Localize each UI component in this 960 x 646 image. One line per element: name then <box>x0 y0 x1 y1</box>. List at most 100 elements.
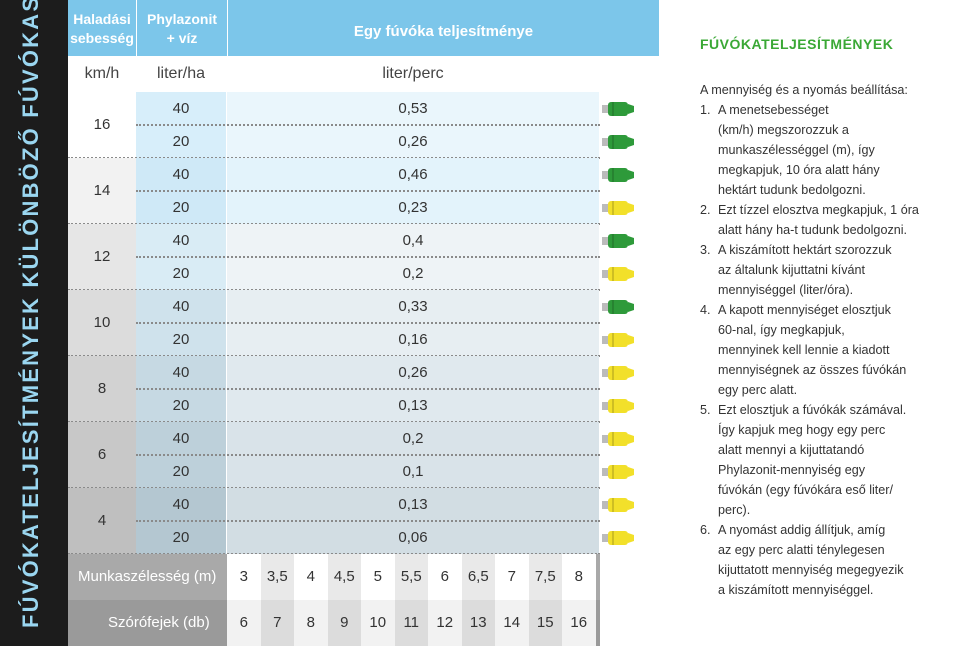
speed-value: 14 <box>93 182 111 199</box>
green-nozzle-icon <box>602 298 634 316</box>
flow-value: 0,53 <box>398 100 428 117</box>
flow-value: 0,13 <box>398 496 428 513</box>
volume-value: 40 <box>172 496 190 513</box>
nozzles-value: 14 <box>495 600 529 646</box>
nozzles-value: 8 <box>294 600 328 646</box>
flow-value: 0,26 <box>398 364 428 381</box>
width-value: 5,5 <box>394 554 428 600</box>
width-value: 7 <box>495 554 529 600</box>
speed-band <box>68 356 136 422</box>
nozzles-value: 9 <box>327 600 361 646</box>
speed-band <box>68 422 136 488</box>
instruction-step: 4. A kapott mennyiséget elosztjuk 60-nal, … <box>700 303 907 397</box>
volume-value: 20 <box>172 331 190 348</box>
green-nozzle-icon <box>602 166 634 184</box>
units-row: km/h liter/ha liter/perc <box>68 56 600 92</box>
instruction-step: 3. A kiszámított hektárt szorozzuk az álta… <box>700 243 892 297</box>
nozzles-value: 10 <box>361 600 395 646</box>
row-divider <box>136 388 600 390</box>
row-divider <box>136 454 600 456</box>
flow-value: 0,26 <box>398 133 428 150</box>
side-title: FÚVÓKATELJESÍTMÉNYEK KÜLÖNBÖZŐ FÚVÓKASZÁ… <box>18 0 43 628</box>
width-value: 5 <box>361 554 395 600</box>
flow-value: 0,2 <box>402 265 424 282</box>
yellow-nozzle-icon <box>602 496 634 514</box>
header-speed: Haladási sebesség <box>68 0 136 56</box>
speed-value: 16 <box>93 116 111 133</box>
unit-flow: liter/perc <box>382 65 444 82</box>
width-value: 6,5 <box>461 554 495 600</box>
width-value: 6 <box>428 554 462 600</box>
instruction-step: 6. A nyomást addig állítjuk, amíg az egy p… <box>700 523 904 597</box>
flow-value: 0,06 <box>398 529 428 546</box>
row-divider <box>136 322 600 324</box>
instruction-step: 1. A menetsebességet (km/h) megszorozzuk a… <box>700 103 880 197</box>
width-value: 7,5 <box>528 554 562 600</box>
speed-value: 4 <box>97 512 107 529</box>
flow-value: 0,46 <box>398 166 428 183</box>
flow-value: 0,4 <box>402 232 424 249</box>
width-value: 4 <box>294 554 328 600</box>
flow-value: 0,13 <box>398 397 428 414</box>
row-divider <box>136 124 600 126</box>
unit-volume: liter/ha <box>156 65 206 82</box>
header-flow: Egy fúvóka teljesítménye <box>227 0 659 56</box>
volume-value: 20 <box>172 133 190 150</box>
flow-value: 0,1 <box>402 463 424 480</box>
instruction-step: 2. Ezt tízzel elosztva megkapjuk, 1 óra al… <box>700 203 919 237</box>
volume-value: 40 <box>172 298 190 315</box>
instruction-step: 5. Ezt elosztjuk a fúvókák számával. Így k… <box>700 403 907 517</box>
flow-value: 0,2 <box>402 430 424 447</box>
speed-value: 10 <box>93 314 111 331</box>
row-divider <box>136 520 600 522</box>
row-divider <box>136 256 600 258</box>
width-value: 4,5 <box>327 554 361 600</box>
volume-value: 40 <box>172 166 190 183</box>
instructions-intro: A mennyiség és a nyomás beállítása: <box>700 83 908 97</box>
width-value: 8 <box>562 554 596 600</box>
volume-value: 40 <box>172 100 190 117</box>
yellow-nozzle-icon <box>602 331 634 349</box>
volume-value: 40 <box>172 430 190 447</box>
nozzles-value: 15 <box>528 600 562 646</box>
header-volume: Phylazonit + víz <box>136 0 227 56</box>
yellow-nozzle-icon <box>602 463 634 481</box>
width-value: 3 <box>227 554 261 600</box>
speed-band <box>68 488 136 554</box>
speed-band <box>68 158 136 224</box>
speed-band <box>68 92 136 158</box>
volume-value: 20 <box>172 397 190 414</box>
nozzles-value: 6 <box>227 600 261 646</box>
width-label: Munkaszélesség (m) <box>78 568 217 585</box>
speed-value: 8 <box>97 380 107 397</box>
instructions-panel: FÚVÓKATELJESÍTMÉNYEK A mennyiség és a ny… <box>700 36 920 600</box>
volume-value: 20 <box>172 529 190 546</box>
green-nozzle-icon <box>602 232 634 250</box>
nozzles-value: 7 <box>260 600 294 646</box>
volume-value: 40 <box>172 364 190 381</box>
flow-value: 0,33 <box>398 298 428 315</box>
instructions-title: FÚVÓKATELJESÍTMÉNYEK <box>700 36 894 52</box>
side-bar: FÚVÓKATELJESÍTMÉNYEK KÜLÖNBÖZŐ FÚVÓKASZÁ… <box>0 0 68 646</box>
volume-value: 20 <box>172 199 190 216</box>
flow-value: 0,23 <box>398 199 428 216</box>
volume-value: 20 <box>172 463 190 480</box>
speed-value: 12 <box>93 248 111 265</box>
nozzles-value: 16 <box>562 600 596 646</box>
green-nozzle-icon <box>602 133 634 151</box>
instructions-steps: 1. A menetsebességet (km/h) megszorozzuk a… <box>700 100 920 600</box>
width-value: 3,5 <box>260 554 294 600</box>
speed-band <box>68 290 136 356</box>
speed-band <box>68 224 136 290</box>
volume-value: 40 <box>172 232 190 249</box>
nozzles-value: 11 <box>394 600 428 646</box>
nozzle-table: Haladási sebesség Phylazonit + víz Egy f… <box>68 0 659 646</box>
unit-speed: km/h <box>84 65 120 82</box>
flow-value: 0,16 <box>398 331 428 348</box>
yellow-nozzle-icon <box>602 430 634 448</box>
yellow-nozzle-icon <box>602 364 634 382</box>
nozzles-value: 12 <box>428 600 462 646</box>
yellow-nozzle-icon <box>602 199 634 217</box>
yellow-nozzle-icon <box>602 529 634 547</box>
nozzles-value: 13 <box>461 600 495 646</box>
